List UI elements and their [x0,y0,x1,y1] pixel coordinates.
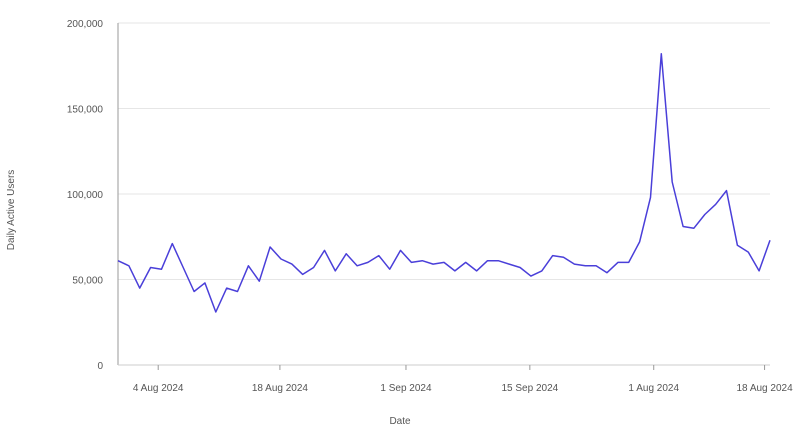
y-tick-label: 150,000 [67,105,104,116]
y-tick-label: 200,000 [67,19,104,30]
y-tick-labels: 0 50,000 100,000 150,000 200,000 [67,19,104,372]
x-tick-label: 1 Aug 2024 [628,383,679,394]
gridlines [118,22,770,280]
x-tick-label: 18 Aug 2024 [252,383,309,394]
y-tick-label: 100,000 [67,190,104,201]
y-tick-label: 50,000 [72,276,103,287]
x-tick-label: 1 Sep 2024 [380,383,432,394]
y-tick-label: 0 [97,361,103,372]
x-tick-labels: 4 Aug 2024 18 Aug 2024 1 Sep 2024 15 Sep 20… [133,365,793,394]
series-line [117,53,771,313]
x-tick-label: 18 Aug 2024 [736,383,793,394]
x-tick-label: 4 Aug 2024 [133,383,184,394]
x-axis-label: Date [389,416,411,427]
y-axis-label: Daily Active Users [6,170,17,251]
x-tick-label: 15 Sep 2024 [501,383,558,394]
